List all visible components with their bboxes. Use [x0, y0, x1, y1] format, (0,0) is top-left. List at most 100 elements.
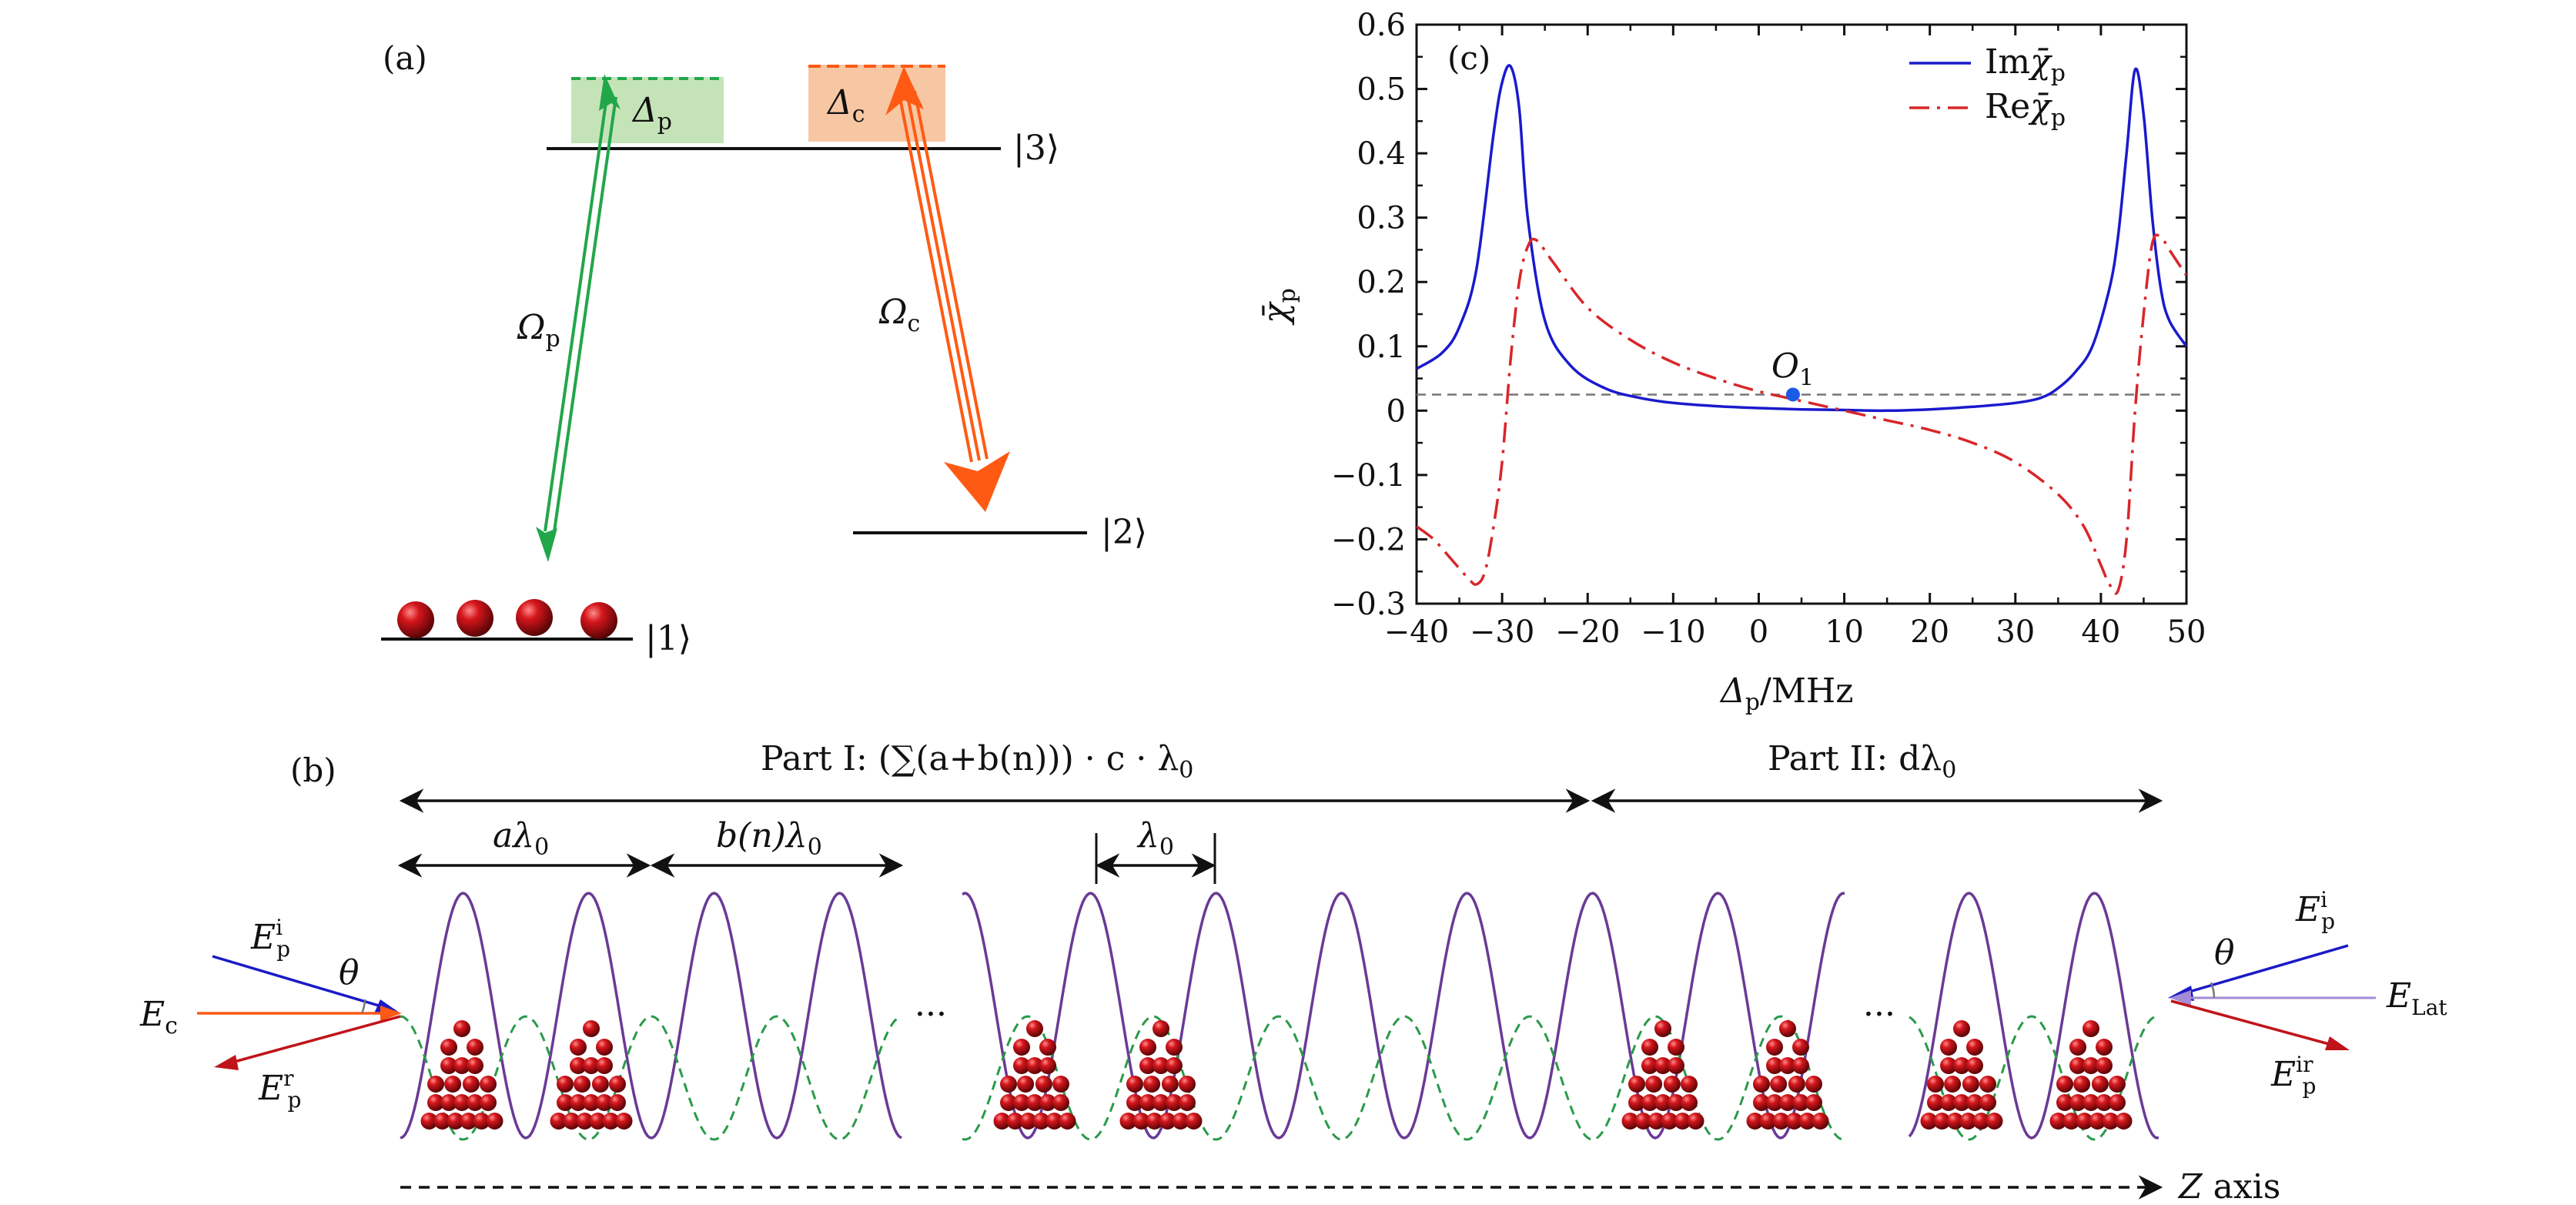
atom [1953, 1020, 1970, 1037]
series-im-line [1417, 64, 2186, 413]
atom [1798, 1113, 1816, 1130]
atom [557, 1076, 574, 1093]
left-reflected-beam [219, 1015, 401, 1067]
atom [550, 1113, 567, 1130]
atom [1166, 1094, 1183, 1111]
atom [1039, 1057, 1056, 1074]
atom [1753, 1094, 1770, 1111]
atom [1039, 1039, 1056, 1056]
level-1-label: |1⟩ [645, 619, 691, 658]
atom [1668, 1057, 1684, 1074]
atom-cluster [1920, 1020, 2003, 1130]
atom [467, 1057, 483, 1074]
point-o1-marker [1785, 387, 1800, 402]
atom [1000, 1076, 1017, 1093]
atom [1654, 1057, 1671, 1074]
atom [1026, 1094, 1043, 1111]
atom [462, 1076, 480, 1093]
atom [570, 1057, 587, 1074]
x-tick-label: 40 [2081, 614, 2120, 650]
left-beams [197, 955, 402, 1070]
atom [1185, 1113, 1203, 1130]
atom [427, 1076, 444, 1093]
atom [1052, 1094, 1069, 1111]
atom [2096, 1039, 2113, 1056]
atom [1681, 1076, 1698, 1093]
atom [1772, 1113, 1790, 1130]
atom [570, 1094, 587, 1111]
atom [1126, 1094, 1143, 1111]
atom [1944, 1076, 1962, 1093]
atom [1132, 1113, 1150, 1130]
panel-c-chart: −40 −30 −20 −10 0 10 20 30 40 50 −0.3 −0.2 −0.1 0 0.1… [1256, 8, 2206, 716]
part2-label: Part II: dλ0 [1768, 739, 1956, 784]
atom [1753, 1076, 1770, 1093]
optical-lattice-potential [400, 892, 2159, 1140]
part1-label: Part I: (∑(a+b(n))) · c · λ0 [761, 739, 1193, 784]
z-axis-label: Z axis [2177, 1167, 2280, 1205]
probe-transition-arrow [536, 74, 621, 562]
atom [1052, 1076, 1069, 1093]
atom-level1 [580, 602, 617, 639]
atom [1766, 1057, 1783, 1074]
atom [1779, 1020, 1796, 1037]
atom [1161, 1076, 1179, 1093]
panel-a: (a) Δp Δc |3⟩ |2⟩ |1⟩ Ωp [381, 39, 1147, 658]
y-tick-label: 0.5 [1357, 72, 1406, 108]
y-axis-label: χ̄p [1256, 288, 1301, 326]
atom [1940, 1057, 1957, 1074]
atom [2109, 1076, 2126, 1093]
atom [433, 1113, 451, 1130]
right-theta-arc [2210, 982, 2216, 999]
atom [1634, 1113, 1652, 1130]
atom [2069, 1094, 2086, 1111]
atom [615, 1113, 633, 1130]
atom [2073, 1076, 2091, 1093]
atom [1681, 1094, 1698, 1111]
x-tick-label: −30 [1470, 614, 1534, 650]
atom [1979, 1094, 1996, 1111]
atom [1792, 1057, 1809, 1074]
atom [574, 1076, 591, 1093]
atom [1663, 1076, 1681, 1093]
axis-ticks [1415, 23, 2188, 605]
atom [1126, 1076, 1143, 1093]
atom [1179, 1076, 1196, 1093]
atom [1045, 1113, 1063, 1130]
atom [993, 1113, 1011, 1130]
series-re-line [1417, 233, 2186, 595]
atom [1628, 1094, 1645, 1111]
atom [2069, 1039, 2086, 1056]
atom [1759, 1113, 1777, 1130]
atom [486, 1113, 503, 1130]
atom [1779, 1057, 1796, 1074]
atom [1153, 1020, 1169, 1037]
atom [467, 1094, 483, 1111]
atom [1792, 1094, 1809, 1111]
atom-level1 [457, 600, 493, 637]
right-reflected-beam [2170, 999, 2341, 1049]
atom [2115, 1113, 2133, 1130]
atom [453, 1057, 470, 1074]
atom [1953, 1094, 1970, 1111]
atom-cluster [1746, 1020, 1829, 1130]
b-span-label: b(n)λ0 [716, 816, 822, 861]
atom-envelope-curve [962, 1015, 1845, 1141]
x-tick-label: 0 [1749, 614, 1768, 650]
atom [2056, 1094, 2073, 1111]
y-tick-label: 0.4 [1357, 136, 1406, 172]
atom-cluster [550, 1020, 633, 1130]
left-coupling-label: Ec [139, 995, 178, 1039]
atom [1026, 1057, 1043, 1074]
atom [453, 1094, 470, 1111]
atom [460, 1113, 477, 1130]
atom [576, 1113, 594, 1130]
atom [1962, 1076, 1979, 1093]
atom [1146, 1113, 1163, 1130]
atom [2096, 1094, 2113, 1111]
level-2-label: |2⟩ [1101, 513, 1147, 552]
atom [1766, 1039, 1783, 1056]
panel-b: (b) Part I: (∑(a+b(n))) · c · λ0 Part II… [139, 739, 2447, 1205]
atom [2089, 1113, 2106, 1130]
atom [1966, 1057, 1983, 1074]
